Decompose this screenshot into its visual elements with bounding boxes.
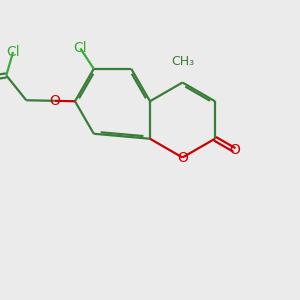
Text: Cl: Cl bbox=[74, 41, 87, 56]
Text: O: O bbox=[177, 151, 188, 164]
Text: CH₃: CH₃ bbox=[171, 56, 194, 68]
Text: O: O bbox=[229, 143, 240, 157]
Text: O: O bbox=[49, 94, 60, 108]
Text: Cl: Cl bbox=[6, 45, 20, 59]
